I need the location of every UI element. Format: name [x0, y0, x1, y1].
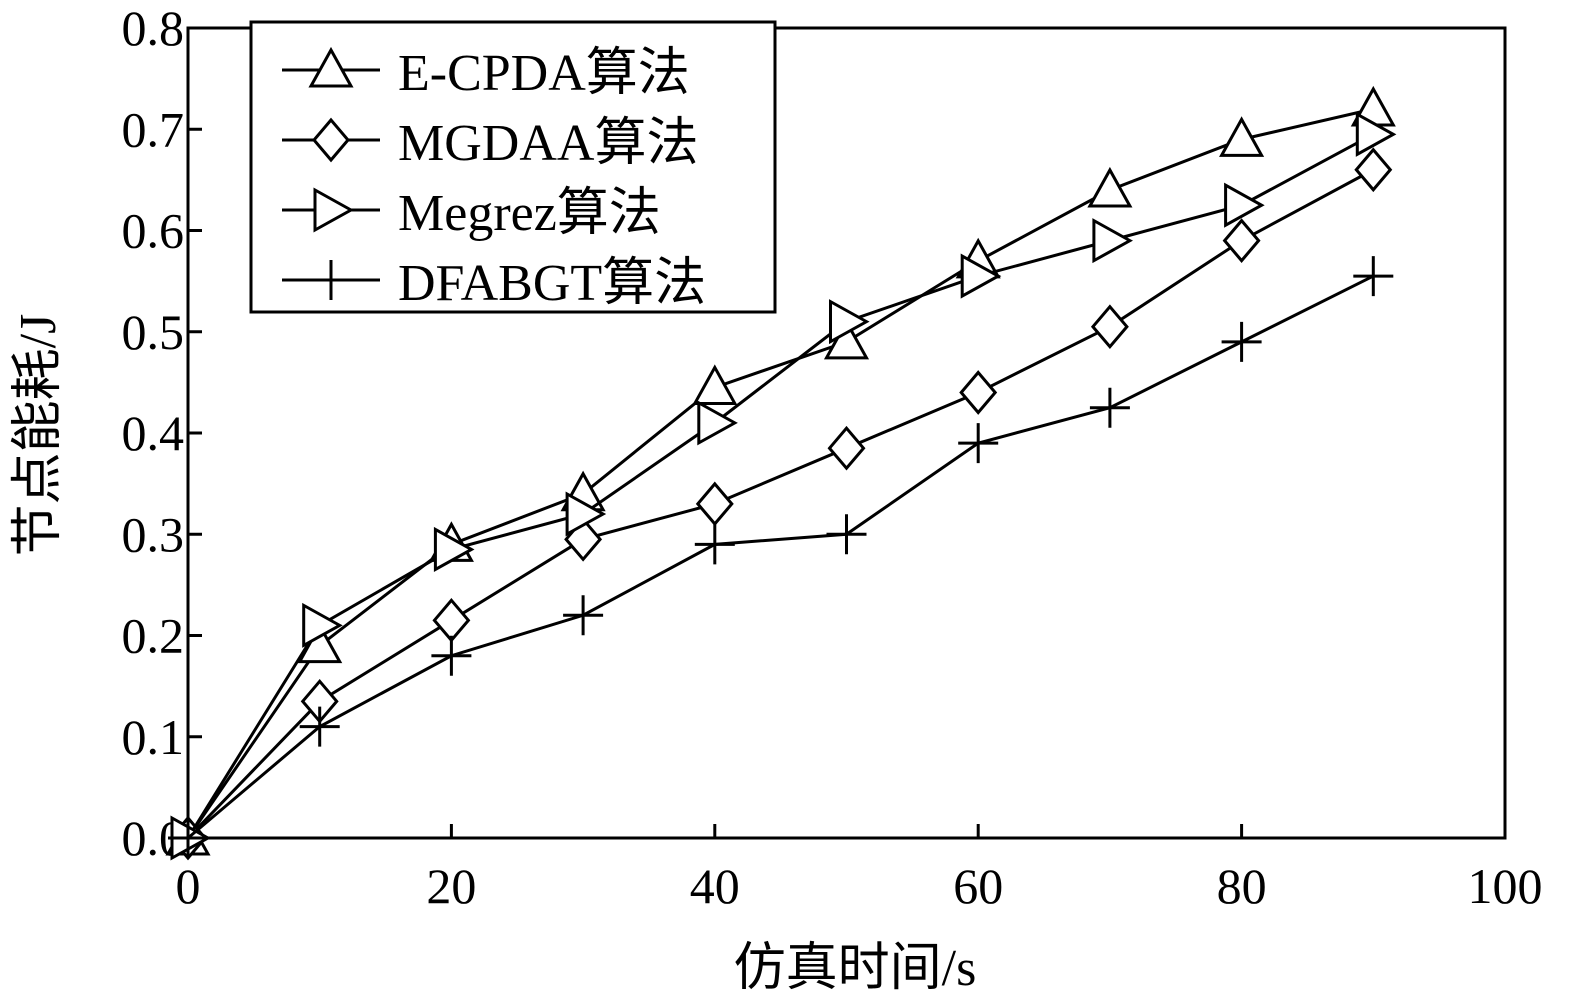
- y-axis-label: 节点能耗/J: [10, 314, 67, 557]
- data-point: [697, 400, 738, 446]
- data-point: [829, 299, 870, 345]
- data-point: [959, 370, 998, 415]
- series-triangle-right: [170, 111, 1397, 861]
- data-point: [1089, 387, 1130, 428]
- data-point: [565, 491, 607, 537]
- x-tick-label: 20: [426, 858, 476, 914]
- data-point: [692, 364, 738, 405]
- data-point: [302, 602, 343, 648]
- legend-label: Megrez算法: [398, 185, 661, 242]
- data-point: [1221, 321, 1262, 362]
- series-line: [187, 274, 1374, 840]
- legend-marker: [312, 117, 350, 163]
- data-point: [1355, 111, 1397, 157]
- data-point: [960, 253, 1002, 299]
- series-group: [165, 85, 1397, 861]
- data-point: [1219, 116, 1265, 157]
- y-tick-label: 0.4: [122, 405, 185, 461]
- data-point: [431, 635, 472, 676]
- series-line: [186, 168, 1375, 840]
- y-tick-label: 0.7: [122, 101, 185, 157]
- data-point: [1087, 166, 1133, 208]
- x-tick-label: 40: [690, 858, 740, 914]
- y-tick-label: 0.6: [122, 203, 185, 259]
- data-point: [958, 423, 999, 464]
- y-tick-label: 0.2: [122, 608, 185, 664]
- data-point: [299, 706, 340, 747]
- x-axis-label: 仿真时间/s: [734, 940, 977, 997]
- data-point: [1353, 256, 1394, 297]
- legend-marker: [313, 187, 355, 233]
- data-point: [1224, 182, 1265, 228]
- data-point: [1092, 218, 1133, 264]
- data-point: [827, 425, 866, 471]
- data-point: [826, 514, 867, 555]
- series-line: [186, 132, 1375, 839]
- data-point: [563, 595, 604, 636]
- data-point: [1090, 304, 1129, 350]
- legend: E-CPDA算法 MGDAA算法 Megrez算法 DFABGT算法: [249, 20, 777, 314]
- data-point: [1222, 218, 1261, 263]
- y-tick-label: 0.3: [122, 506, 185, 562]
- data-point: [168, 818, 208, 858]
- legend-label: E-CPDA算法: [398, 45, 690, 102]
- data-point: [432, 597, 471, 643]
- y-tick-label: 0.1: [122, 709, 185, 765]
- series-line: [186, 107, 1374, 839]
- series-triangle-up: [165, 85, 1396, 856]
- x-tick-label: 0: [176, 858, 201, 914]
- data-point: [695, 481, 734, 527]
- y-tick-label: 0.8: [122, 0, 185, 56]
- data-point: [1354, 147, 1393, 193]
- x-tick-label: 60: [953, 858, 1003, 914]
- x-tick-label: 80: [1217, 858, 1267, 914]
- series-plus: [168, 256, 1394, 858]
- y-tick-label: 0.5: [122, 304, 185, 360]
- legend-label: MGDAA算法: [398, 115, 698, 172]
- legend-label: DFABGT算法: [398, 255, 706, 312]
- legend-marker: [308, 46, 354, 88]
- legend-marker: [311, 260, 351, 300]
- data-point: [433, 526, 475, 572]
- data-point: [694, 524, 735, 565]
- x-tick-label: 100: [1468, 858, 1543, 914]
